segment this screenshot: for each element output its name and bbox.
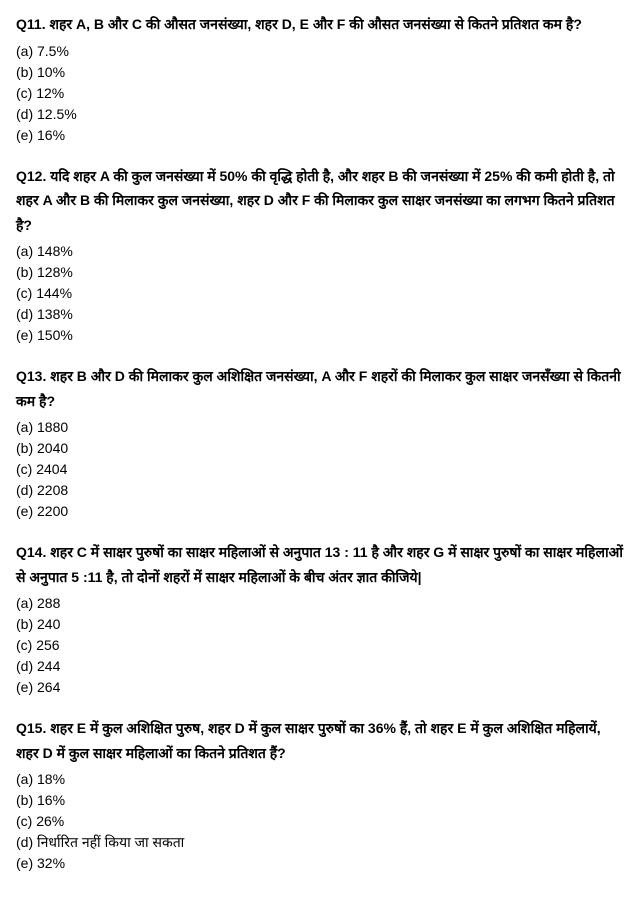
- question-text: Q11. शहर A, B और C की औसत जनसंख्या, शहर …: [16, 12, 626, 37]
- question-text: Q15. शहर E में कुल अशिक्षित पुरुष, शहर D…: [16, 716, 626, 765]
- option: (d) 244: [16, 656, 626, 677]
- option: (d) 138%: [16, 304, 626, 325]
- option: (e) 2200: [16, 501, 626, 522]
- question-block: Q12. यदि शहर A की कुल जनसंख्या में 50% क…: [16, 164, 626, 347]
- option: (e) 150%: [16, 325, 626, 346]
- option: (a) 1880: [16, 417, 626, 438]
- option: (b) 2040: [16, 438, 626, 459]
- question-block: Q11. शहर A, B और C की औसत जनसंख्या, शहर …: [16, 12, 626, 146]
- option: (b) 240: [16, 614, 626, 635]
- option: (b) 128%: [16, 262, 626, 283]
- option: (d) 2208: [16, 480, 626, 501]
- question-text: Q12. यदि शहर A की कुल जनसंख्या में 50% क…: [16, 164, 626, 238]
- option: (b) 10%: [16, 62, 626, 83]
- question-text: Q14. शहर C में साक्षर पुरुषों का साक्षर …: [16, 540, 626, 589]
- option: (a) 7.5%: [16, 41, 626, 62]
- question-block: Q13. शहर B और D की मिलाकर कुल अशिक्षित ज…: [16, 364, 626, 522]
- option: (c) 26%: [16, 811, 626, 832]
- option: (e) 16%: [16, 125, 626, 146]
- option: (d) निर्धारित नहीं किया जा सकता: [16, 832, 626, 853]
- question-text: Q13. शहर B और D की मिलाकर कुल अशिक्षित ज…: [16, 364, 626, 413]
- option: (c) 2404: [16, 459, 626, 480]
- option: (d) 12.5%: [16, 104, 626, 125]
- option: (a) 148%: [16, 241, 626, 262]
- option: (c) 256: [16, 635, 626, 656]
- question-block: Q15. शहर E में कुल अशिक्षित पुरुष, शहर D…: [16, 716, 626, 874]
- option: (c) 144%: [16, 283, 626, 304]
- option: (c) 12%: [16, 83, 626, 104]
- question-block: Q14. शहर C में साक्षर पुरुषों का साक्षर …: [16, 540, 626, 698]
- option: (b) 16%: [16, 790, 626, 811]
- option: (a) 18%: [16, 769, 626, 790]
- option: (a) 288: [16, 593, 626, 614]
- option: (e) 264: [16, 677, 626, 698]
- option: (e) 32%: [16, 853, 626, 874]
